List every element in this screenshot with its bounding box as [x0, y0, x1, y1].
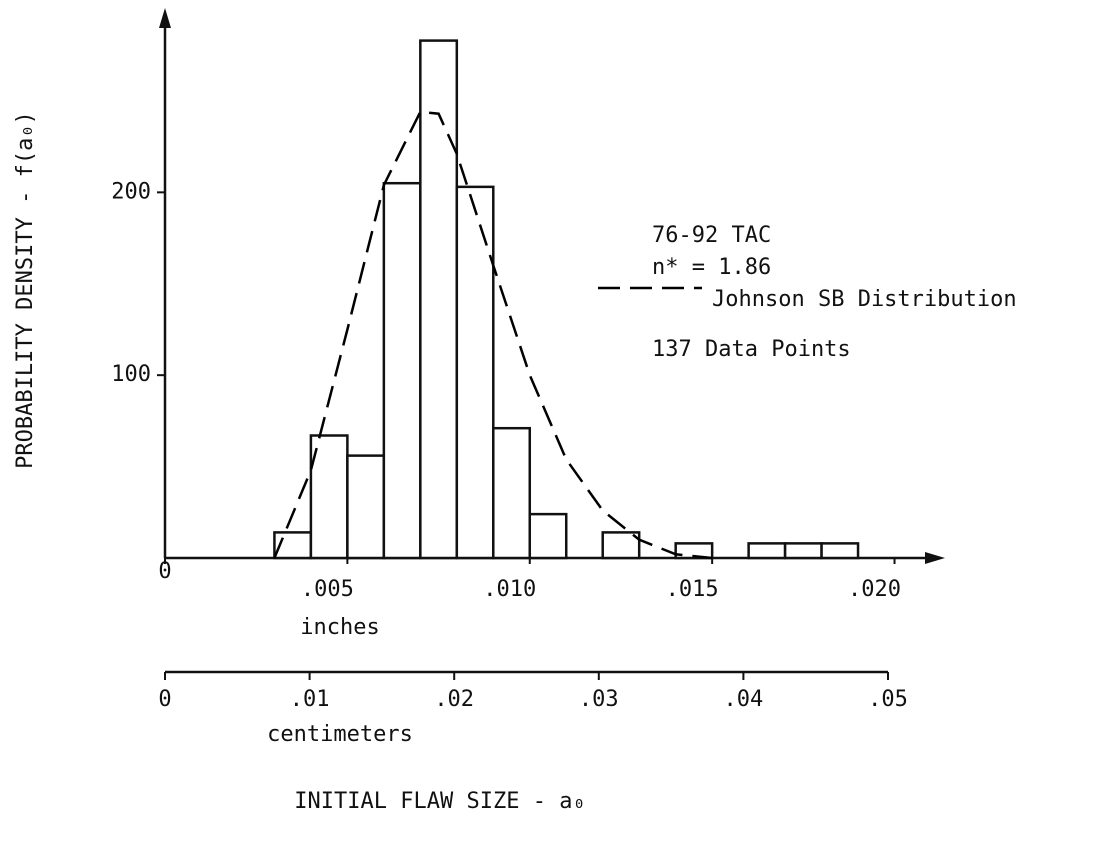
x-tick-label: 0 — [158, 559, 171, 584]
density-curve — [273, 110, 713, 560]
y-axis-label: PROBABILITY DENSITY - f(a₀) — [13, 111, 38, 469]
y-axis-arrow — [159, 8, 171, 28]
bar — [419, 39, 459, 560]
legend-label: Johnson SB Distribution — [712, 287, 1017, 312]
bar — [528, 512, 568, 560]
x-tick-label: .010 — [483, 577, 536, 602]
x2-tick-label: .02 — [434, 687, 474, 712]
bar — [747, 542, 787, 560]
x-axis-arrow — [925, 552, 945, 564]
x-tick-label: .020 — [848, 577, 901, 602]
bar — [601, 531, 641, 560]
y-tick-label: 100 — [111, 362, 151, 387]
x-axis-label: inches — [300, 615, 379, 640]
bar — [382, 181, 422, 560]
bar — [346, 454, 386, 560]
x2-tick-label: .05 — [868, 687, 908, 712]
bar — [492, 426, 532, 560]
x2-tick-label: .01 — [290, 687, 330, 712]
bar — [674, 542, 714, 560]
x-tick-label: .005 — [301, 577, 354, 602]
bar — [455, 185, 495, 560]
x2-tick-label: 0 — [158, 687, 171, 712]
annotation: 76-92 TAC — [652, 223, 771, 248]
x-tick-label: .015 — [666, 577, 719, 602]
bar — [820, 542, 860, 560]
annotation: 137 Data Points — [652, 337, 851, 362]
x2-axis-label: centimeters — [267, 722, 413, 747]
bar — [783, 542, 823, 560]
x2-tick-label: .04 — [724, 687, 764, 712]
x2-tick-label: .03 — [579, 687, 619, 712]
bar — [309, 434, 349, 560]
annotation: n* = 1.86 — [652, 255, 771, 280]
y-tick-label: 200 — [111, 179, 151, 204]
x-axis-title: INITIAL FLAW SIZE - a₀ — [294, 789, 585, 814]
